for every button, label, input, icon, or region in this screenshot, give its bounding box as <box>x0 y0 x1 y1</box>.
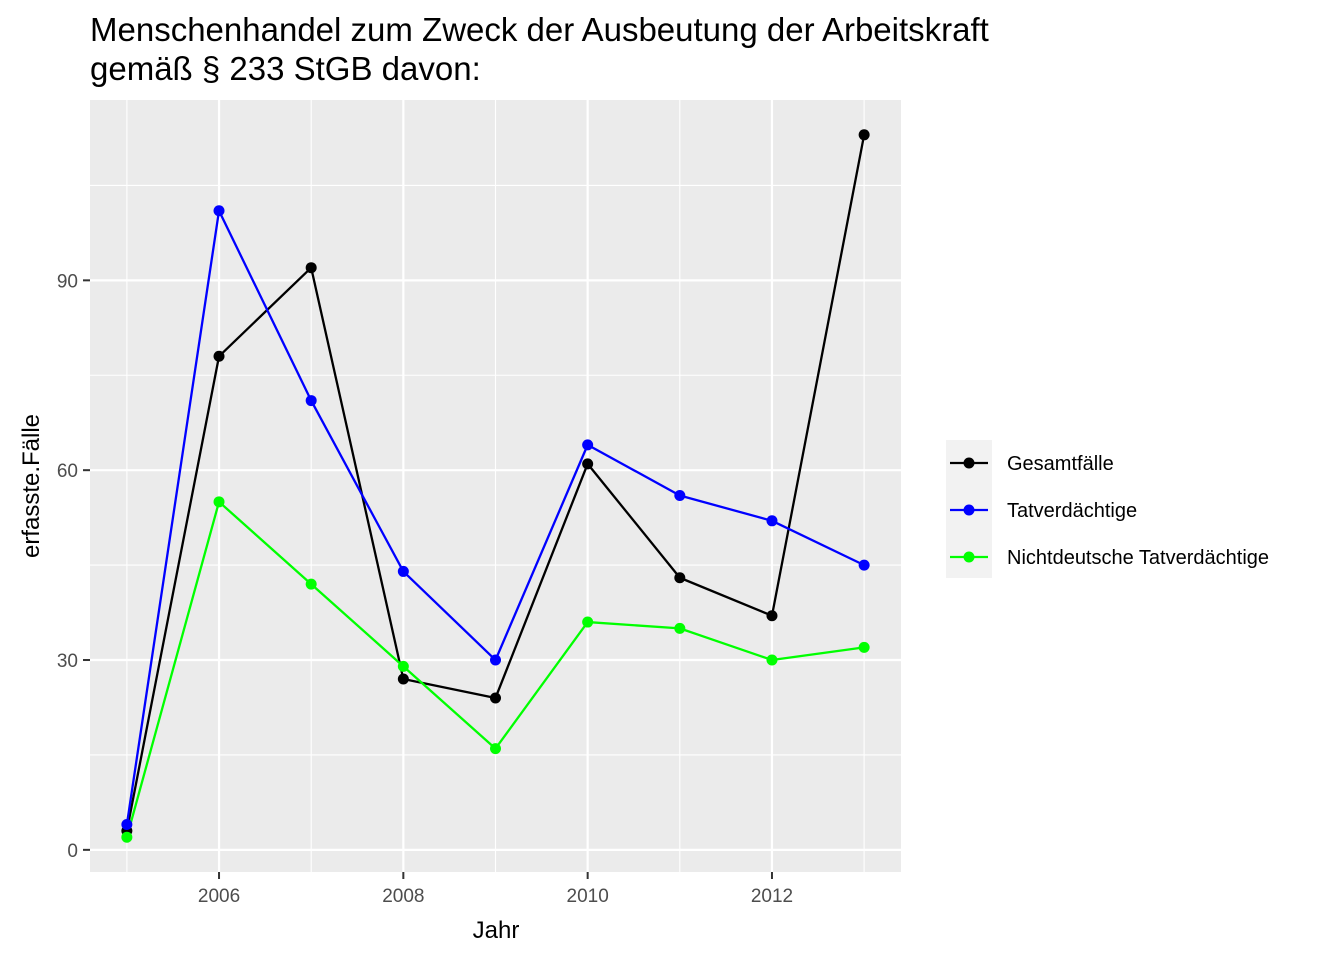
chart-subtitle: gemäß § 233 StGB davon: <box>90 50 481 87</box>
legend-key-point <box>963 504 975 516</box>
x-tick-label: 2008 <box>382 886 424 907</box>
y-tick-label: 60 <box>57 461 78 482</box>
data-point-1 <box>582 439 594 451</box>
legend-key-point <box>963 457 975 469</box>
data-point-2 <box>213 496 225 508</box>
data-point-2 <box>766 654 778 666</box>
data-point-0 <box>766 610 778 622</box>
chart-title: Menschenhandel zum Zweck der Ausbeutung … <box>90 11 989 48</box>
data-point-2 <box>582 616 594 628</box>
data-point-0 <box>858 129 870 141</box>
data-point-2 <box>397 660 409 672</box>
y-tick-label: 0 <box>67 841 78 862</box>
y-axis: 0 30 60 90 <box>57 271 90 862</box>
data-point-1 <box>305 395 317 407</box>
data-point-1 <box>213 205 225 217</box>
data-point-0 <box>305 262 317 274</box>
legend-label: Nichtdeutsche Tatverdächtige <box>1007 547 1269 569</box>
data-point-1 <box>397 565 409 577</box>
data-point-0 <box>490 692 501 704</box>
data-point-0 <box>397 673 409 685</box>
x-tick-label: 2012 <box>751 886 793 907</box>
data-point-2 <box>121 831 133 843</box>
x-tick-label: 2010 <box>567 886 609 907</box>
data-point-0 <box>213 350 225 362</box>
legend-key-point <box>963 551 975 563</box>
data-point-2 <box>674 622 686 634</box>
data-point-1 <box>766 515 778 527</box>
data-point-0 <box>582 458 594 470</box>
grid-minor <box>90 100 901 872</box>
series-points <box>121 129 870 843</box>
data-point-1 <box>121 819 133 831</box>
y-axis-title: erfasste.Fälle <box>18 414 45 558</box>
data-point-1 <box>490 654 501 666</box>
data-point-2 <box>490 743 501 755</box>
y-tick-label: 90 <box>57 271 78 292</box>
data-point-0 <box>674 572 686 584</box>
x-axis-title: Jahr <box>473 917 520 944</box>
y-tick-label: 30 <box>57 651 78 672</box>
legend: Gesamtfälle Tatverdächtige Nichtdeutsche T… <box>946 440 1269 578</box>
data-point-2 <box>305 578 317 590</box>
legend-label: Tatverdächtige <box>1007 500 1137 522</box>
data-point-1 <box>858 559 870 571</box>
data-point-1 <box>674 489 686 501</box>
data-point-2 <box>858 641 870 653</box>
x-axis: 2006 2008 2010 2012 <box>198 872 793 907</box>
legend-label: Gesamtfälle <box>1007 453 1114 475</box>
x-tick-label: 2006 <box>198 886 240 907</box>
